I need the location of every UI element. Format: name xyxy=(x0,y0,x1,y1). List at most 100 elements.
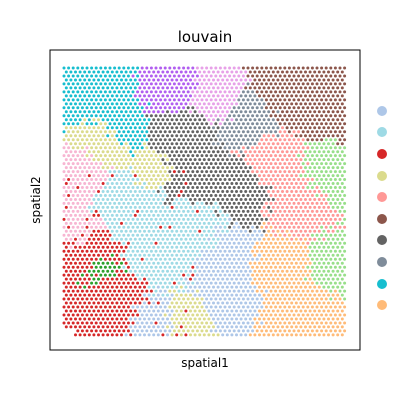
data-point xyxy=(179,198,183,201)
data-point xyxy=(225,253,229,257)
data-point xyxy=(108,289,112,293)
data-point xyxy=(290,102,294,106)
data-point xyxy=(269,281,273,285)
data-point xyxy=(156,126,160,130)
data-point xyxy=(228,321,232,325)
data-point xyxy=(248,301,252,305)
data-point xyxy=(186,249,190,253)
data-point xyxy=(122,66,126,70)
data-point xyxy=(99,122,103,126)
data-point xyxy=(126,257,130,261)
data-point xyxy=(281,142,284,146)
data-point xyxy=(237,98,241,102)
data-point xyxy=(209,289,213,293)
data-point xyxy=(230,293,234,297)
data-point xyxy=(287,209,291,213)
data-point xyxy=(140,154,144,158)
data-point xyxy=(184,70,188,74)
data-point xyxy=(184,126,188,130)
data-point xyxy=(248,158,252,162)
data-point xyxy=(202,277,206,281)
data-point xyxy=(193,309,197,313)
data-point xyxy=(83,269,87,273)
data-point xyxy=(122,225,126,229)
data-point xyxy=(80,130,84,134)
data-point xyxy=(306,154,310,158)
data-point xyxy=(117,273,121,277)
data-point xyxy=(154,209,158,213)
data-point xyxy=(85,257,89,261)
data-point xyxy=(248,269,252,273)
data-point xyxy=(262,213,266,217)
data-point xyxy=(313,78,317,82)
data-point xyxy=(184,301,188,305)
data-point xyxy=(64,229,68,233)
data-point xyxy=(246,305,250,309)
data-point xyxy=(327,94,330,98)
data-point xyxy=(136,321,140,325)
data-point xyxy=(129,86,133,90)
data-point xyxy=(191,217,195,221)
data-point xyxy=(271,205,275,209)
data-point xyxy=(338,265,342,269)
data-point xyxy=(99,321,103,325)
data-point xyxy=(136,146,140,150)
data-point xyxy=(285,333,289,337)
data-point xyxy=(248,126,252,130)
data-point xyxy=(124,182,128,185)
data-point xyxy=(78,229,82,233)
data-point xyxy=(62,74,66,78)
data-point xyxy=(99,74,103,78)
data-point xyxy=(285,285,289,289)
data-point xyxy=(182,273,186,277)
data-point xyxy=(87,317,91,321)
data-point xyxy=(184,221,188,225)
data-point xyxy=(110,261,114,265)
data-point xyxy=(143,174,146,178)
data-point xyxy=(297,329,301,333)
data-point xyxy=(76,66,80,70)
data-point xyxy=(136,82,140,86)
data-point xyxy=(191,201,195,205)
data-point xyxy=(297,209,301,213)
data-point xyxy=(133,142,137,146)
data-point xyxy=(207,237,211,241)
data-point xyxy=(317,134,321,138)
data-point xyxy=(336,126,340,130)
data-point xyxy=(317,325,321,329)
data-point xyxy=(182,241,186,245)
data-point xyxy=(200,130,204,134)
data-point xyxy=(172,106,176,110)
data-point xyxy=(103,82,107,86)
data-point xyxy=(285,102,289,106)
data-point xyxy=(336,277,340,281)
data-point xyxy=(306,74,310,78)
data-point xyxy=(62,273,66,277)
data-point xyxy=(182,217,186,221)
data-point xyxy=(241,82,245,86)
data-point xyxy=(333,194,337,197)
data-point xyxy=(69,245,73,249)
data-point xyxy=(90,114,94,118)
data-point xyxy=(113,329,117,333)
data-point xyxy=(285,261,289,265)
data-point xyxy=(99,114,103,118)
data-point xyxy=(179,261,183,265)
data-point xyxy=(182,162,186,166)
data-point xyxy=(76,257,80,261)
data-point xyxy=(64,174,68,178)
data-point xyxy=(113,90,117,94)
data-point xyxy=(191,66,195,70)
data-point xyxy=(329,98,333,102)
data-point xyxy=(322,317,326,321)
data-point xyxy=(69,174,73,178)
data-point xyxy=(159,146,163,150)
data-point xyxy=(103,249,107,253)
data-point xyxy=(92,150,96,154)
data-point xyxy=(163,186,167,189)
data-point xyxy=(147,78,151,82)
data-point xyxy=(129,150,133,154)
data-point xyxy=(218,146,222,150)
data-point xyxy=(122,321,126,325)
data-point xyxy=(251,233,255,237)
